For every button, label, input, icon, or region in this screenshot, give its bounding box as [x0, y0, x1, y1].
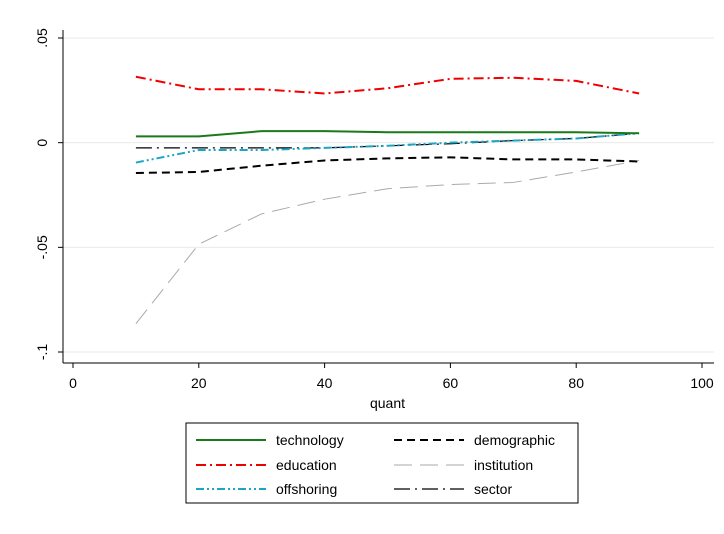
x-tick-label: 100 [690, 375, 714, 391]
series-line-technology [135, 130, 640, 138]
series-lines [135, 75, 640, 325]
y-tick-label: -.1 [34, 344, 50, 361]
y-tick-label: 0 [34, 139, 50, 147]
legend-label-offshoring: offshoring [276, 481, 337, 497]
legend-label-education: education [276, 457, 337, 473]
x-tick-label: 80 [568, 375, 584, 391]
legend-label-demographic: demographic [474, 432, 555, 448]
series-line-offshoring [135, 132, 640, 164]
x-tick-label: 60 [443, 375, 459, 391]
axes [62, 30, 714, 364]
legend-label-sector: sector [474, 481, 512, 497]
y-tick-label: -.05 [34, 235, 50, 259]
legend-box [185, 422, 579, 504]
series-line-education [135, 75, 640, 95]
x-tick-label: 40 [317, 375, 333, 391]
series-line-demographic [135, 156, 640, 175]
x-axis-title: quant [370, 395, 405, 411]
legend-label-technology: technology [276, 432, 344, 448]
legend-label-institution: institution [474, 457, 533, 473]
tick-marks: .05 0 -.05 -.1 0 20 40 60 80 100 [34, 28, 714, 391]
x-tick-label: 20 [191, 375, 207, 391]
x-tick-label: 0 [69, 375, 77, 391]
gridlines [63, 37, 714, 353]
legend: technology demographic education institutio… [185, 422, 579, 504]
y-tick-label: .05 [34, 28, 50, 48]
series-line-institution [135, 159, 640, 325]
